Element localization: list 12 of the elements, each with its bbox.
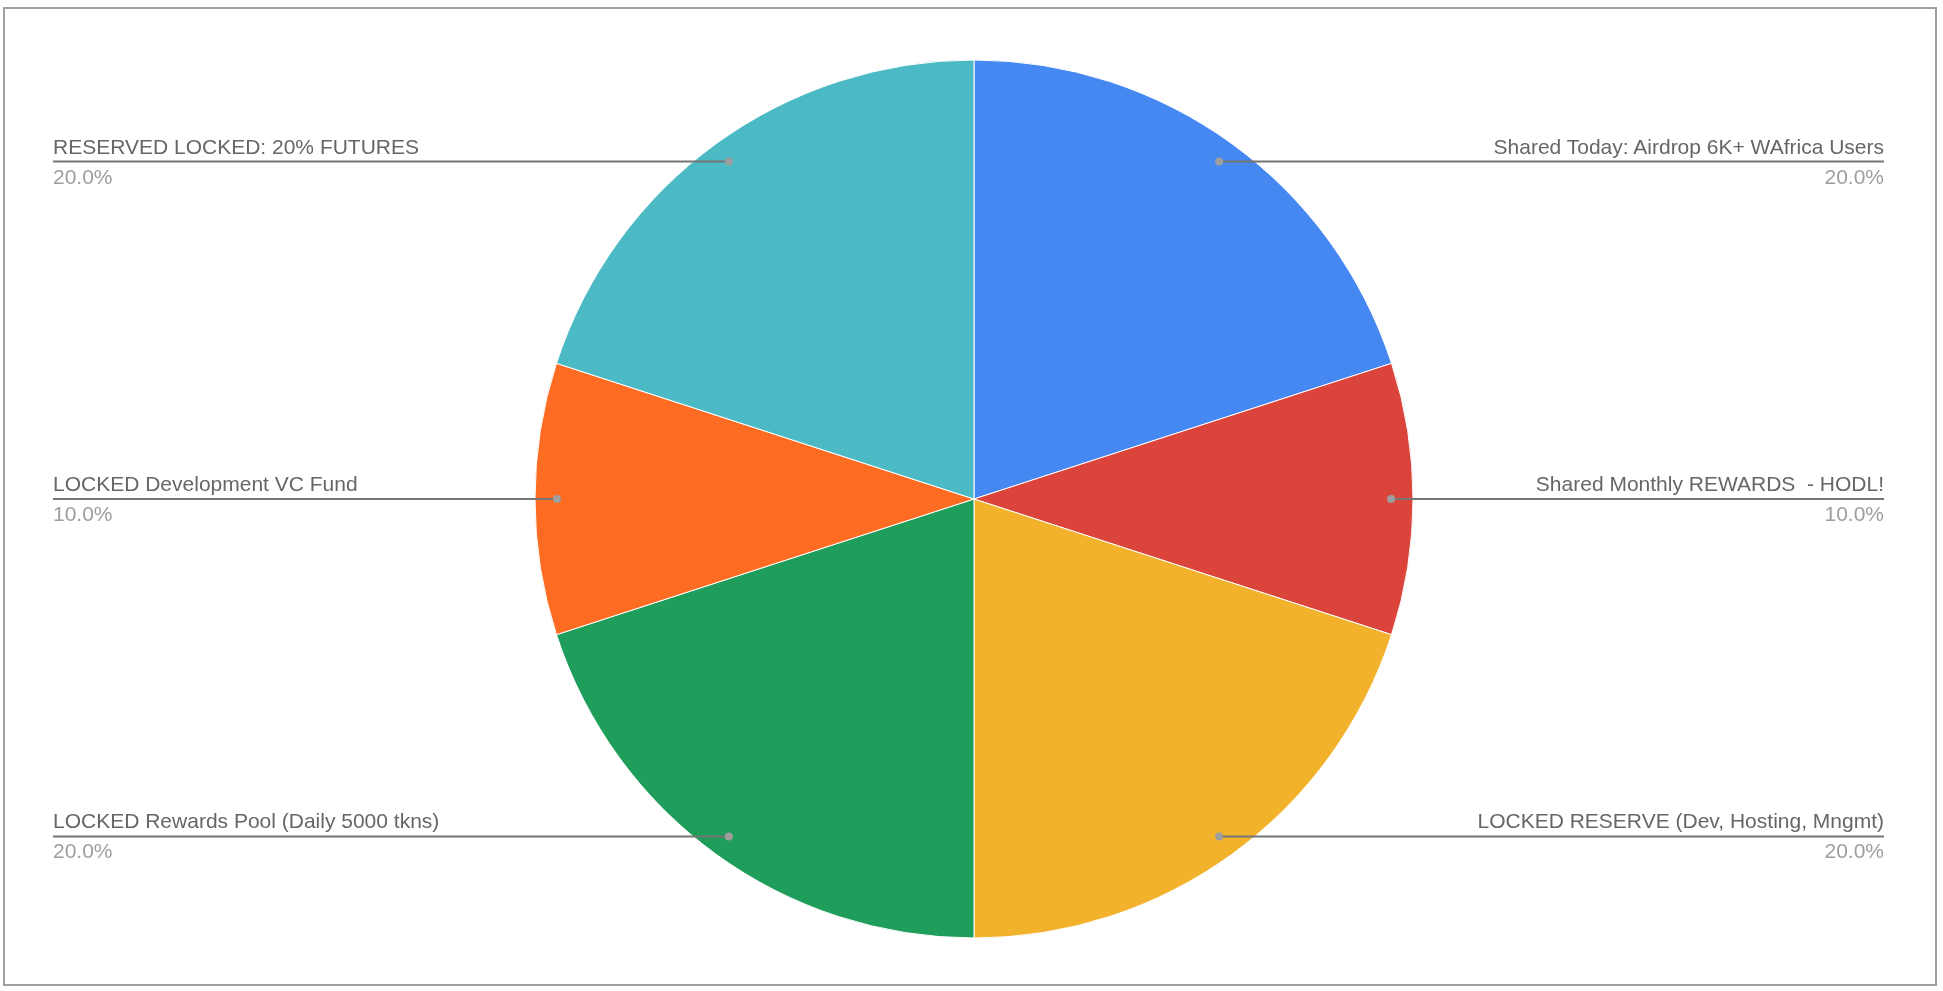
- data-label: 20.0%: [53, 164, 113, 188]
- slice-label: RESERVED LOCKED: 20% FUTURES: [53, 134, 420, 158]
- slice-label: LOCKED RESERVE (Dev, Hosting, Mngmt): [1477, 809, 1884, 833]
- data-label: 20.0%: [1824, 839, 1884, 863]
- data-label: 20.0%: [1824, 164, 1884, 188]
- data-label: 20.0%: [53, 839, 113, 863]
- slice-label: LOCKED Development VC Fund: [53, 472, 358, 495]
- slice-label: Shared Monthly REWARDS - HODL!: [1535, 472, 1884, 495]
- data-label: 10.0%: [53, 502, 113, 525]
- data-label: 10.0%: [1824, 502, 1884, 525]
- slice-label: Shared Today: Airdrop 6K+ WAfrica Users: [1493, 134, 1884, 158]
- slice-label: LOCKED Rewards Pool (Daily 5000 tkns): [53, 809, 440, 833]
